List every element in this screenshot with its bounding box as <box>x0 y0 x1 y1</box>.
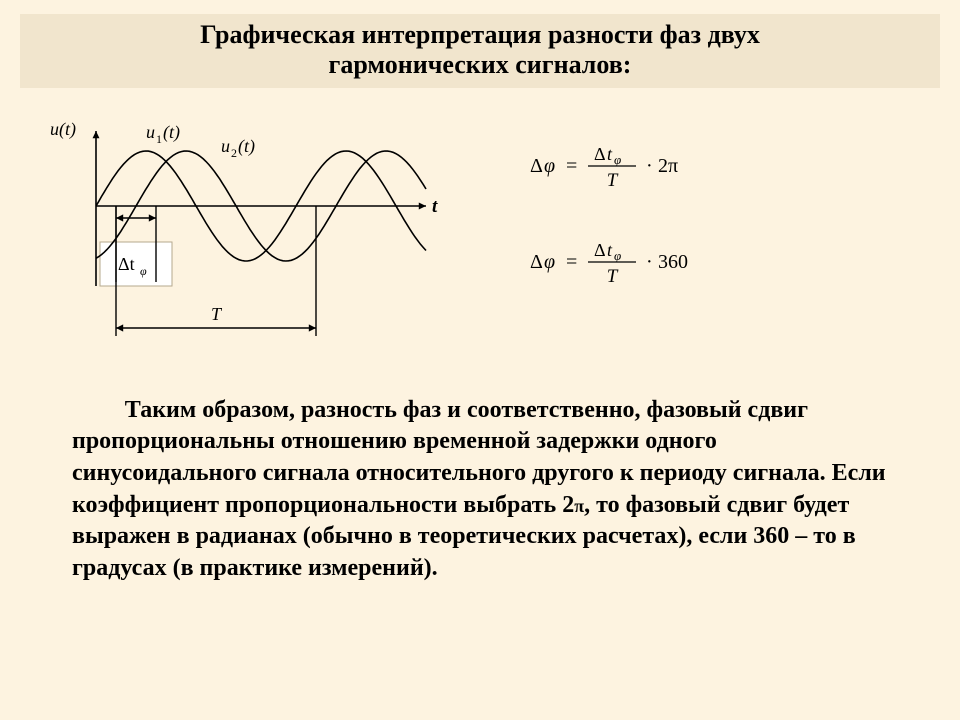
svg-text:T: T <box>607 170 619 191</box>
formula-1-svg: Δφ=ΔtφT·2π <box>526 136 746 196</box>
figure-row: ΔtφTu(t)ttu1(t)u2(t) Δφ=ΔtφT·2π Δφ=ΔtφT·… <box>20 106 940 371</box>
svg-text:=: = <box>566 155 577 177</box>
svg-text:2: 2 <box>231 146 237 160</box>
svg-text:T: T <box>607 266 619 287</box>
formula-2-svg: Δφ=ΔtφT·360 <box>526 232 746 292</box>
svg-text:2π: 2π <box>658 155 678 177</box>
svg-text:t: t <box>607 240 613 260</box>
slide-page: Графическая интерпретация разности фаз д… <box>0 0 960 720</box>
svg-text:t: t <box>432 196 438 217</box>
svg-text:·: · <box>646 251 653 273</box>
svg-text:=: = <box>566 251 577 273</box>
svg-text:u: u <box>221 136 230 156</box>
body-paragraph: Таким образом, разность фаз и соответств… <box>72 395 888 585</box>
svg-text:φ: φ <box>544 251 555 273</box>
svg-text:φ: φ <box>544 155 555 177</box>
svg-text:1: 1 <box>156 132 162 146</box>
svg-text:u: u <box>146 122 155 142</box>
title-line-2: гармонических сигналов: <box>329 50 632 79</box>
svg-text:Δ: Δ <box>530 251 543 273</box>
figure-wrap: ΔtφTu(t)ttu1(t)u2(t) <box>46 106 466 371</box>
svg-text:·: · <box>646 155 653 177</box>
svg-text:u(t): u(t) <box>50 119 76 140</box>
svg-text:Δt: Δt <box>118 254 135 274</box>
formula-degrees: Δφ=ΔtφT·360 <box>526 232 940 292</box>
formula-radians: Δφ=ΔtφT·2π <box>526 136 940 196</box>
svg-text:φ: φ <box>614 152 621 167</box>
svg-text:t: t <box>607 144 613 164</box>
svg-text:φ: φ <box>140 264 147 278</box>
svg-text:T: T <box>211 304 223 324</box>
svg-text:φ: φ <box>614 248 621 263</box>
svg-text:(t): (t) <box>163 122 180 143</box>
svg-text:(t): (t) <box>238 136 255 157</box>
svg-text:Δ: Δ <box>530 155 543 177</box>
title-line-1: Графическая интерпретация разности фаз д… <box>200 20 760 49</box>
title-block: Графическая интерпретация разности фаз д… <box>20 14 940 88</box>
phase-diagram: ΔtφTu(t)ttu1(t)u2(t) <box>46 106 466 366</box>
formulas-block: Δφ=ΔtφT·2π Δφ=ΔtφT·360 <box>466 106 940 328</box>
svg-text:Δ: Δ <box>594 144 606 164</box>
svg-text:360: 360 <box>658 251 688 273</box>
svg-text:Δ: Δ <box>594 240 606 260</box>
